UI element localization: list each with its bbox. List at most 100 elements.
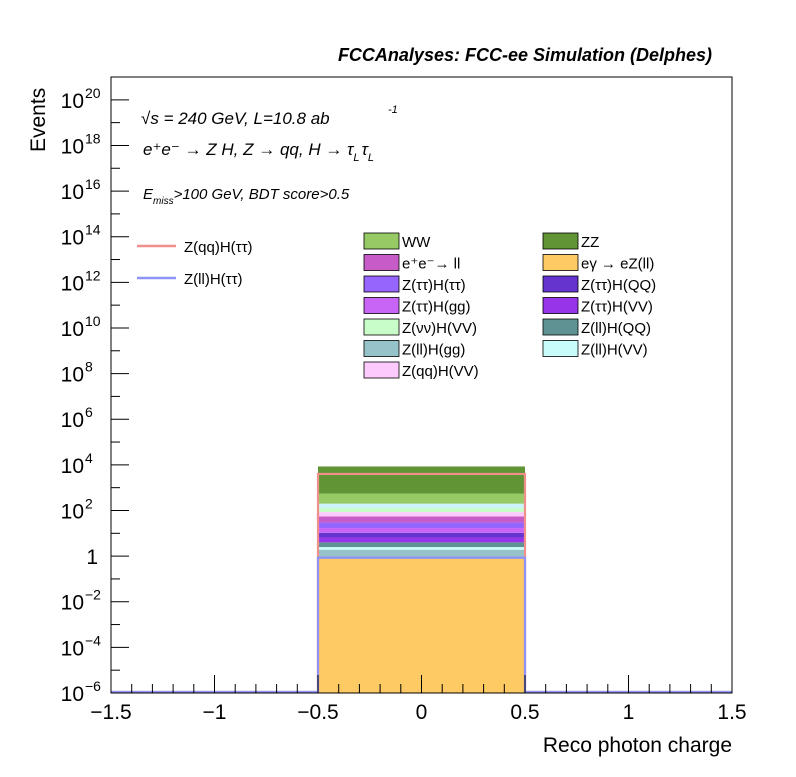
y-tick-label: 10 xyxy=(61,364,84,387)
y-tick-label: 10 xyxy=(61,592,84,615)
svg-text:√s = 240 GeV, L=10.8 ab: √s = 240 GeV, L=10.8 ab xyxy=(141,109,330,128)
y-tick-label: 10 xyxy=(61,683,84,706)
y-tick-label: 10 xyxy=(61,409,84,432)
y-tick-label: 10 xyxy=(61,500,84,523)
stack-bar-3-z-ll-h-vv xyxy=(318,547,525,550)
legend-swatch-zz xyxy=(542,232,579,250)
x-axis-label: Reco photon charge xyxy=(543,734,732,757)
stack-bar-9-e-e-ll xyxy=(318,516,525,523)
x-tick-label: −1.5 xyxy=(90,701,131,724)
legend-label: Z(qq)H(VV) xyxy=(402,363,479,380)
x-tick-label: 0.5 xyxy=(510,701,539,724)
sqrt-s-label: √s xyxy=(141,109,159,128)
stack-bar-8-z-h xyxy=(318,522,525,529)
legend-signal-label: Z(ll)H(ττ) xyxy=(184,271,243,288)
stack-bar-6-z-h-qq xyxy=(318,532,525,538)
y-tick-exponent: 20 xyxy=(85,85,101,101)
legend-swatch-z-h-qq xyxy=(542,275,579,293)
x-tick-label: 0 xyxy=(416,701,428,724)
stack-bar-13-ww xyxy=(318,493,525,504)
y-tick-label: 1 xyxy=(86,546,98,569)
legend-label: Z(ττ)H(ττ) xyxy=(402,277,466,294)
stack-bar-1-e-ez-ll xyxy=(318,557,525,693)
y-tick-exponent: 2 xyxy=(85,495,93,511)
legend-swatch-z-ll-h-qq xyxy=(542,318,579,336)
legend-label: WW xyxy=(402,234,431,251)
x-tick-label: −1 xyxy=(203,701,227,724)
cut-subscript: miss xyxy=(153,196,174,207)
y-tick-exponent: 10 xyxy=(85,313,101,329)
y-tick-exponent: 6 xyxy=(85,404,93,420)
legend-label: Z(ττ)H(VV) xyxy=(581,299,653,316)
svg-text:Emiss>100 GeV, BDT score>0.5: Emiss>100 GeV, BDT score>0.5 xyxy=(143,186,350,207)
stacked-histogram xyxy=(318,466,525,693)
y-tick-label: 10 xyxy=(61,637,84,660)
y-tick-exponent: 4 xyxy=(85,450,93,466)
y-tick-exponent: −6 xyxy=(85,678,101,694)
y-tick-label: 10 xyxy=(61,318,84,341)
tau-second: τ xyxy=(362,140,370,159)
legend-swatch-ww xyxy=(363,232,400,250)
legend-swatch-z-qq-h-vv xyxy=(363,361,400,379)
y-tick-exponent: 18 xyxy=(85,130,101,146)
chart-title: FCCAnalyses: FCC-ee Simulation (Delphes) xyxy=(338,45,712,65)
y-tick-exponent: 16 xyxy=(85,176,101,192)
x-axis-ticks: −1.5 −1 −0.5 0 0.5 1 1.5 xyxy=(90,675,747,724)
legend-swatch-e-e-ll xyxy=(363,254,400,271)
cut-text: >100 GeV, BDT score>0.5 xyxy=(174,186,350,203)
tau-second-subscript: L xyxy=(368,152,374,164)
stack-bar-2-z-ll-h-gg xyxy=(318,549,525,558)
legend-label: Z(ll)H(QQ) xyxy=(581,320,651,337)
legend-swatch-z-ll-h-vv xyxy=(542,340,579,357)
legend-label: Z(ll)H(VV) xyxy=(581,342,648,359)
stack-bar-14-zz xyxy=(318,466,525,494)
stack-bar-4-z-ll-h-qq xyxy=(318,542,525,548)
legend-swatch-z-h-gg xyxy=(363,297,400,314)
legend-signal-label: Z(qq)H(ττ) xyxy=(184,239,253,256)
y-tick-exponent: −4 xyxy=(85,632,101,648)
energy-lumi-annotation: √s = 240 GeV, L=10.8 ab -1 xyxy=(141,104,398,128)
legend-label: Z(νν)H(VV) xyxy=(402,320,477,337)
cut-e-label: E xyxy=(143,186,154,203)
y-tick-exponent: 8 xyxy=(85,359,93,375)
legend-label: e⁺e⁻→ ll xyxy=(402,256,460,273)
y-axis-label: Events xyxy=(27,88,50,152)
process-text: e⁺e⁻ → Z H, Z → qq, H → τ xyxy=(143,140,355,159)
stack-bar-7-z-h-gg xyxy=(318,528,525,533)
stack-bar-11-z-h-vv xyxy=(318,507,525,513)
legend-swatch-z-h-vv xyxy=(363,318,400,336)
x-tick-label: 1 xyxy=(623,701,635,724)
stack-bar-10-z-qq-h-vv xyxy=(318,512,525,517)
stack-bar-12-z-qq-h xyxy=(318,503,525,508)
y-tick-label: 10 xyxy=(61,455,84,478)
y-tick-exponent: 12 xyxy=(85,267,101,283)
lumi-exponent: -1 xyxy=(388,104,398,116)
y-tick-label: 10 xyxy=(61,90,84,113)
y-tick-label: 10 xyxy=(61,272,84,295)
y-tick-exponent: −2 xyxy=(85,587,101,603)
signal-line-2-z-ll-h xyxy=(111,556,732,694)
selection-annotation: Emiss>100 GeV, BDT score>0.5 xyxy=(143,186,350,207)
legend-swatch-z-h xyxy=(363,275,400,293)
y-tick-label: 10 xyxy=(61,181,84,204)
legend-swatch-z-h-vv xyxy=(542,297,579,314)
legend-swatch-e-ez-ll xyxy=(542,254,579,271)
stack-bar-5-z-h-vv xyxy=(318,537,525,543)
legend-label: Z(ll)H(gg) xyxy=(402,342,465,359)
y-tick-label: 10 xyxy=(61,227,84,250)
x-tick-label: −0.5 xyxy=(297,701,338,724)
legend-label: ZZ xyxy=(581,234,599,251)
y-tick-label: 10 xyxy=(61,135,84,158)
y-tick-exponent: 14 xyxy=(85,222,101,238)
legend: Z(qq)H(ττ) Z(ll)H(ττ) WW ZZ e⁺e⁻→ ll eγ → eZ(… xyxy=(137,232,656,380)
process-annotation: e⁺e⁻ → Z H, Z → qq, H → τL τL xyxy=(143,140,374,164)
legend-label: Z(ττ)H(gg) xyxy=(402,299,471,316)
legend-label: eγ → eZ(ll) xyxy=(581,256,654,273)
signal-lines xyxy=(111,472,732,694)
energy-lumi-text: = 240 GeV, L=10.8 ab xyxy=(159,109,330,128)
legend-swatch-z-ll-h-gg xyxy=(363,340,400,357)
